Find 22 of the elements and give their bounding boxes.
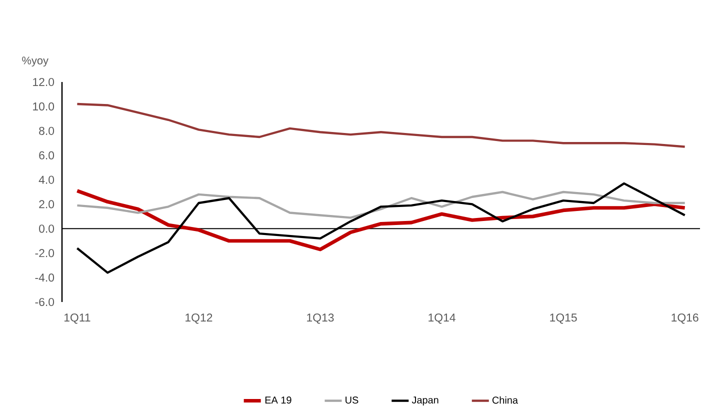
y-tick-label: 12.0 [33, 78, 54, 86]
legend-label: China [492, 396, 518, 404]
legend-label: Japan [412, 396, 438, 406]
x-tick-label: 1Q12 [186, 314, 212, 324]
legend-label: US [346, 396, 358, 404]
y-tick-label: 6.0 [39, 151, 54, 160]
line-series [76, 190, 686, 219]
y-tick-label: 8.0 [39, 126, 54, 135]
y-tick-label: 2.0 [39, 200, 54, 208]
x-tick-label: 1Q13 [307, 314, 334, 324]
x-tick-label: 1Q11 [64, 314, 90, 324]
y-tick-label: -6.0 [35, 298, 54, 306]
x-tick-label: 1Q14 [428, 314, 456, 324]
y-tick-label: 0.0 [39, 224, 54, 233]
x-tick-label: 1Q15 [550, 314, 577, 324]
y-tick-label: -2.0 [35, 249, 54, 258]
legend-label: EA 19 [265, 396, 292, 404]
y-tick-label: 4.0 [38, 176, 54, 184]
y-tick-label: 10.0 [33, 102, 54, 110]
y-tick-label: -4.0 [35, 274, 54, 282]
x-tick-label: 1Q16 [672, 314, 698, 324]
y-axis-title: %yoy [22, 56, 48, 67]
